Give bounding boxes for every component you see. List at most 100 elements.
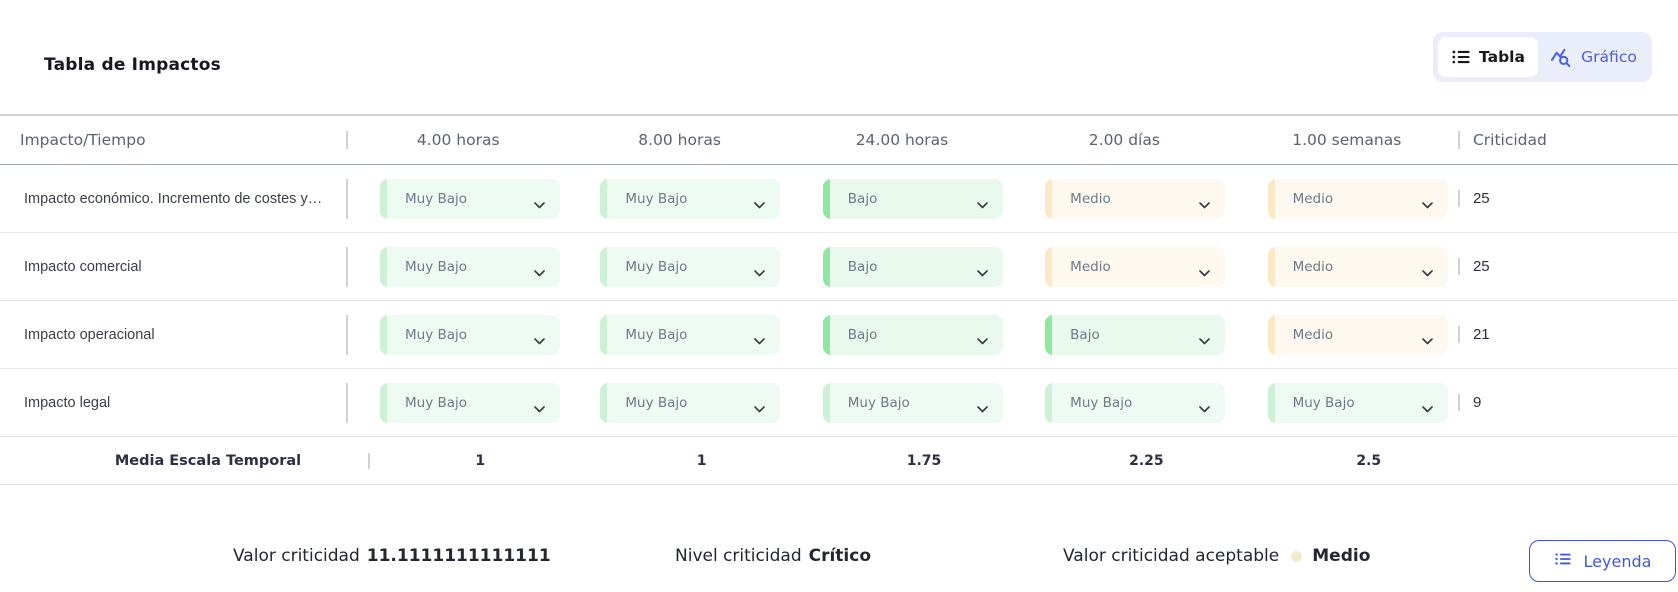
criticality-value: 25 — [1457, 258, 1678, 275]
chevron-down-icon — [1421, 332, 1433, 350]
media-row-label: Media Escala Temporal — [114, 452, 302, 469]
level-select[interactable]: Bajo — [1045, 314, 1226, 355]
level-accent-bar — [600, 314, 608, 355]
chevron-down-icon — [754, 264, 766, 282]
valor-criticidad-aceptable: Valor criticidad aceptable Medio — [1063, 546, 1371, 566]
criticality-value: 9 — [1457, 394, 1678, 411]
chevron-down-icon — [754, 332, 766, 350]
chevron-down-icon — [1199, 332, 1210, 350]
list-icon — [1554, 551, 1571, 571]
tab-tabla[interactable]: Tabla — [1438, 37, 1538, 77]
level-accent-bar — [1045, 246, 1053, 287]
row-label-comercial: Impacto comercial — [24, 258, 142, 275]
level-select[interactable]: Medio — [1045, 246, 1226, 287]
table-header-row: Impacto/Tiempo 4.00 horas 8.00 horas 24.… — [0, 114, 1678, 165]
criticality-value: 21 — [1457, 326, 1678, 343]
level-select[interactable]: Muy Bajo — [1267, 382, 1448, 423]
leyenda-button[interactable]: Leyenda — [1529, 540, 1676, 582]
level-select[interactable]: Muy Bajo — [380, 246, 560, 287]
chevron-down-icon — [534, 332, 545, 350]
level-select[interactable]: Muy Bajo — [600, 178, 781, 219]
chevron-down-icon — [976, 264, 988, 282]
level-select[interactable]: Bajo — [822, 314, 1003, 355]
level-accent-bar — [380, 314, 387, 355]
header-4h: 4.00 horas — [346, 131, 568, 149]
level-select[interactable]: Medio — [1267, 246, 1448, 287]
level-accent-bar — [380, 246, 387, 287]
media-value: 1 — [696, 452, 707, 469]
table-row: Impacto operacional Muy Bajo Muy Bajo Ba… — [0, 301, 1678, 369]
media-value: 2.5 — [1356, 452, 1382, 469]
chevron-down-icon — [976, 332, 988, 350]
view-toggle: Tabla Gráfico — [1433, 32, 1652, 82]
level-select[interactable]: Medio — [1267, 314, 1448, 355]
valor-criticidad-value: 11.1111111111111 — [366, 546, 551, 566]
header-impacto-tiempo: Impacto/Tiempo — [20, 131, 146, 149]
row-label-operacional: Impacto operacional — [24, 326, 155, 343]
media-value: 2.25 — [1129, 452, 1164, 469]
header-1sem: 1.00 semanas — [1292, 131, 1402, 149]
media-value: 1.75 — [906, 452, 942, 469]
level-accent-bar — [1045, 382, 1053, 423]
level-accent-bar — [380, 382, 387, 423]
level-select[interactable]: Bajo — [822, 246, 1003, 287]
table-row: Impacto económico. Incremento de costes … — [0, 165, 1678, 233]
row-label-legal: Impacto legal — [24, 394, 111, 411]
level-accent-bar — [600, 382, 608, 423]
chevron-down-icon — [1199, 264, 1210, 282]
table-row: Impacto comercial Muy Bajo Muy Bajo Bajo… — [0, 233, 1678, 301]
level-select[interactable]: Muy Bajo — [600, 382, 781, 423]
level-accent-bar — [1045, 178, 1053, 219]
table-row: Impacto legal Muy Bajo Muy Bajo Muy Bajo… — [0, 369, 1678, 437]
nivel-criticidad-value: Crítico — [808, 546, 872, 566]
chevron-down-icon — [1421, 400, 1433, 418]
level-accent-bar — [1045, 314, 1053, 355]
level-select[interactable]: Medio — [1045, 178, 1226, 219]
chevron-down-icon — [534, 264, 545, 282]
tab-grafico-label: Gráfico — [1581, 48, 1637, 66]
media-row: Media Escala Temporal 1 1 1.75 2.25 2.5 — [0, 437, 1678, 485]
level-select[interactable]: Muy Bajo — [380, 314, 560, 355]
level-accent-bar — [1267, 246, 1275, 287]
valor-criticidad: Valor criticidad 11.1111111111111 — [233, 546, 551, 566]
level-select[interactable]: Medio — [1267, 178, 1448, 219]
row-label-economico: Impacto económico. Incremento de costes … — [24, 190, 323, 207]
chevron-down-icon — [534, 400, 545, 418]
page-title: Tabla de Impactos — [44, 55, 221, 75]
chevron-down-icon — [1199, 400, 1210, 418]
level-accent-bar — [600, 178, 608, 219]
level-accent-bar — [822, 178, 830, 219]
level-accent-bar — [822, 314, 830, 355]
level-select[interactable]: Muy Bajo — [1045, 382, 1226, 423]
valor-criticidad-aceptable-value: Medio — [1312, 546, 1371, 566]
header-criticidad: Criticidad — [1457, 131, 1678, 149]
level-accent-bar — [822, 382, 830, 423]
level-select[interactable]: Muy Bajo — [380, 382, 560, 423]
impacts-table: Impacto/Tiempo 4.00 horas 8.00 horas 24.… — [0, 114, 1678, 485]
level-select[interactable]: Bajo — [822, 178, 1003, 219]
level-accent-bar — [600, 246, 608, 287]
chevron-down-icon — [1421, 264, 1433, 282]
criticality-value: 25 — [1457, 190, 1678, 207]
level-select[interactable]: Muy Bajo — [600, 246, 781, 287]
level-select[interactable]: Muy Bajo — [380, 178, 560, 219]
level-accent-bar — [1267, 314, 1275, 355]
chevron-down-icon — [976, 196, 988, 214]
header-8h: 8.00 horas — [638, 131, 721, 149]
level-accent-bar — [822, 246, 830, 287]
level-select[interactable]: Muy Bajo — [600, 314, 781, 355]
tab-tabla-label: Tabla — [1479, 48, 1525, 66]
header-2d: 2.00 días — [1088, 131, 1160, 149]
tab-grafico[interactable]: Gráfico — [1540, 37, 1647, 77]
header-24h: 24.00 horas — [855, 131, 949, 149]
chevron-down-icon — [1421, 196, 1433, 214]
level-select[interactable]: Muy Bajo — [822, 382, 1003, 423]
chart-search-icon — [1550, 47, 1572, 68]
chevron-down-icon — [534, 196, 545, 214]
aceptable-level-dot — [1291, 550, 1303, 562]
level-accent-bar — [380, 178, 387, 219]
chevron-down-icon — [754, 196, 766, 214]
chevron-down-icon — [754, 400, 766, 418]
level-accent-bar — [1267, 382, 1275, 423]
